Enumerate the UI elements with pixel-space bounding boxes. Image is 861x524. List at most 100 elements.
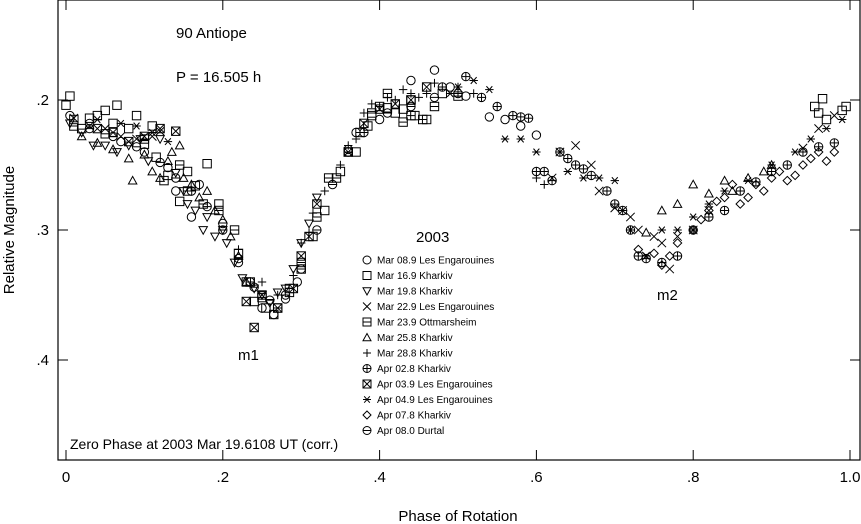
data-point-square-x [312, 199, 322, 209]
legend-label: Apr 04.9 Les Engarouines [377, 395, 493, 406]
data-point-tri-down [288, 265, 299, 275]
data-point-asterisk [93, 115, 102, 124]
legend-symbol-tri-up [362, 332, 372, 342]
data-point-circle-plus [516, 112, 526, 122]
legend-label: Mar 16.9 Kharkiv [377, 271, 453, 282]
data-point-x [147, 131, 157, 141]
data-point-square [390, 108, 400, 118]
data-point-asterisk [720, 187, 729, 195]
data-point-asterisk [822, 124, 831, 133]
x-axis-label: Phase of Rotation [398, 508, 517, 524]
legend-entry: Mar 25.8 Kharkiv [362, 332, 453, 344]
data-point-tri-up [209, 205, 221, 215]
data-point-tri-up [727, 185, 738, 195]
data-point-square-x [171, 126, 181, 136]
data-point-asterisk [626, 226, 635, 234]
data-point-tri-up [123, 153, 134, 163]
data-point-plus [359, 108, 369, 118]
data-point-circle-bar [312, 225, 322, 235]
data-point-circle-bar [108, 131, 118, 142]
data-point-tri-up [155, 172, 166, 182]
data-point-plus [273, 290, 282, 300]
data-point-circle-bar [343, 147, 353, 157]
data-point-circle-plus [610, 199, 620, 209]
data-point-diamond [672, 238, 683, 248]
data-point-tri-down [209, 232, 221, 242]
data-point-x [829, 111, 839, 121]
data-point-square-x [421, 82, 432, 92]
data-point-circle-bar [429, 92, 440, 103]
data-point-tri-up [76, 131, 87, 141]
legend-entry: Mar 23.9 Ottmarsheim [362, 317, 476, 329]
data-point-diamond [782, 175, 793, 186]
data-point-circle [516, 121, 526, 131]
data-point-x [116, 131, 126, 141]
data-point-x [155, 126, 165, 136]
data-point-diamond [743, 192, 753, 203]
legend-label: Mar 28.8 Kharkiv [377, 349, 453, 360]
data-point-diamond [633, 244, 644, 255]
data-point-circle [116, 136, 126, 147]
data-point-square-bar [296, 257, 306, 268]
data-point-circle-bar [155, 157, 165, 168]
data-point-circle-plus [531, 166, 542, 177]
legend-label: Mar 23.9 Ottmarsheim [377, 318, 476, 329]
data-point-x [657, 238, 667, 248]
data-point-circle-bar [171, 173, 181, 183]
data-point-asterisk [657, 226, 667, 234]
data-point-x [586, 160, 596, 170]
data-point-tri-down [256, 291, 268, 301]
legend: Mar 08.9 Les Engarouines Mar 16.9 Kharkiv… [362, 255, 494, 437]
data-point-circle [445, 82, 455, 92]
data-point-asterisk [704, 200, 714, 208]
data-point-square-bar [418, 114, 428, 125]
data-point-circle-plus [602, 186, 612, 196]
data-point-square [92, 110, 103, 121]
data-point-plus [351, 134, 361, 144]
legend-label: Mar 19.8 Kharkiv [377, 287, 453, 298]
data-point-square [214, 199, 224, 209]
data-point-square-bar [69, 121, 79, 131]
data-point-x [571, 140, 581, 151]
data-point-circle-plus [508, 110, 518, 121]
data-point-tri-up [703, 188, 714, 198]
data-markers [61, 65, 851, 333]
data-point-square [813, 108, 824, 118]
data-point-plus [289, 271, 298, 280]
data-point-tri-up [656, 205, 667, 215]
data-point-tri-up [233, 250, 244, 260]
data-point-asterisk [148, 128, 157, 137]
data-point-circle-plus [570, 160, 581, 170]
data-point-square [320, 205, 330, 216]
data-point-x [672, 231, 683, 242]
data-point-circle-plus [688, 225, 698, 235]
minimum-1-label: m1 [238, 347, 259, 364]
data-point-plus [234, 245, 243, 254]
data-point-circle-plus [523, 113, 534, 123]
axis-ticks: 0 .2 .4 .6 .8 1.0 .2 .3 .4 [36, 0, 860, 486]
data-point-tri-down [272, 288, 283, 298]
data-point-square-x [124, 136, 134, 147]
x-tick-label: .8 [687, 469, 700, 486]
data-point-tri-up [641, 227, 652, 237]
data-point-asterisk [116, 119, 126, 128]
data-point-square-bar [323, 173, 334, 183]
data-point-circle [461, 91, 471, 101]
data-point-tri-up [127, 175, 138, 185]
data-point-circle [531, 130, 542, 140]
data-point-square [112, 100, 122, 110]
data-point-circle-plus [461, 71, 471, 82]
data-point-asterisk [790, 148, 800, 156]
data-point-asterisk [837, 115, 847, 124]
data-point-tri-up [241, 276, 252, 286]
legend-entry: Apr 04.9 Les Engarouines [363, 395, 493, 406]
data-point-circle-bar [186, 186, 197, 196]
data-point-circle-bar [202, 201, 212, 212]
data-point-tri-up [225, 231, 236, 241]
data-point-circle [374, 114, 385, 125]
data-point-circle [186, 212, 197, 222]
legend-label: Apr 02.8 Kharkiv [377, 364, 451, 375]
data-point-asterisk [453, 83, 463, 91]
data-point-circle-plus [578, 164, 589, 174]
